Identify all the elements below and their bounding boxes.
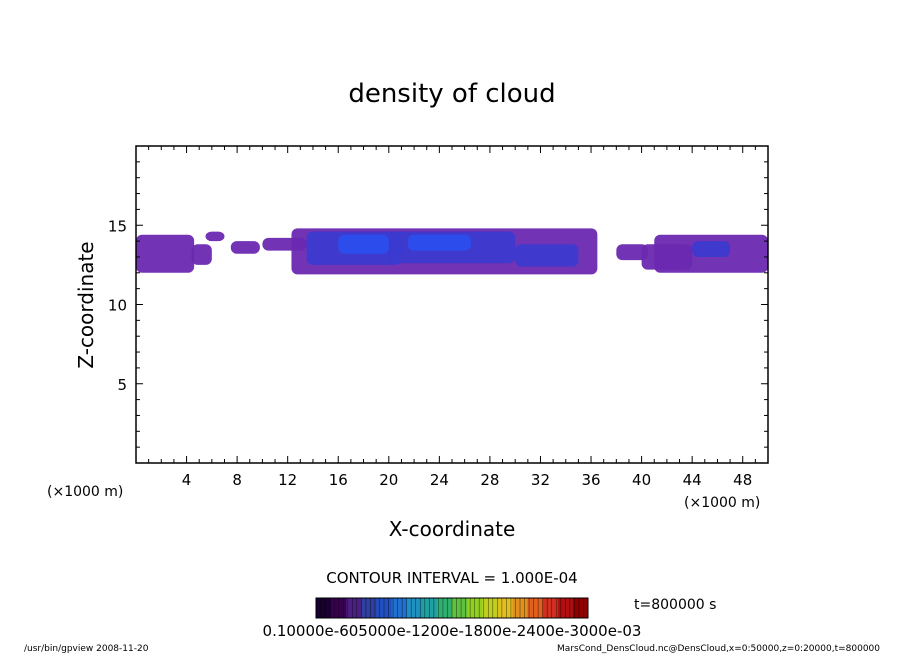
cloud-region-0 bbox=[136, 234, 195, 273]
x-tick-label: 44 bbox=[683, 471, 702, 489]
x-tick-label: 16 bbox=[329, 471, 348, 489]
x-axis-label: X-coordinate bbox=[389, 517, 516, 541]
cloud-region-14 bbox=[692, 241, 731, 257]
chart-title: density of cloud bbox=[348, 79, 555, 109]
cloud-region-10 bbox=[407, 234, 471, 251]
colorbar-labels: 0.10000e-605000e-1200e-1800e-2400e-3000e… bbox=[263, 622, 642, 640]
x-tick-label: 24 bbox=[430, 471, 449, 489]
footer-left: /usr/bin/gpview 2008-11-20 bbox=[24, 644, 149, 654]
contour-interval: CONTOUR INTERVAL = 1.000E-04 bbox=[326, 569, 577, 587]
cloud-region-1 bbox=[191, 244, 212, 265]
x-tick-label: 4 bbox=[182, 471, 192, 489]
cloud-field bbox=[136, 228, 768, 275]
x-unit-right: (×1000 m) bbox=[684, 495, 760, 511]
colorbar-swatch bbox=[391, 598, 408, 618]
x-tick-label: 20 bbox=[379, 471, 398, 489]
y-tick-label: 5 bbox=[117, 376, 127, 394]
cloud-region-11 bbox=[616, 244, 648, 261]
x-tick-label: 8 bbox=[232, 471, 242, 489]
colorbar-swatch bbox=[542, 598, 559, 618]
colorbar-swatch bbox=[436, 598, 453, 618]
cloud-region-2 bbox=[205, 231, 225, 242]
x-tick-label: 32 bbox=[531, 471, 550, 489]
colorbar-swatch bbox=[452, 598, 468, 618]
cloud-region-3 bbox=[230, 241, 260, 254]
footer-right: MarsCond_DensCloud.nc@DensCloud,x=0:5000… bbox=[557, 644, 880, 654]
time-label: t=800000 s bbox=[634, 597, 716, 613]
y-tick-label: 10 bbox=[108, 297, 127, 315]
cloud-region-8 bbox=[515, 244, 579, 267]
x-tick-label: 40 bbox=[632, 471, 651, 489]
colorbar-swatch bbox=[361, 598, 377, 618]
colorbar-swatch bbox=[346, 598, 362, 618]
y-tick-label: 15 bbox=[108, 217, 127, 235]
y-axis-label: Z-coordinate bbox=[74, 241, 98, 368]
x-unit-left: (×1000 m) bbox=[47, 484, 123, 500]
cloud-region-9 bbox=[338, 234, 389, 254]
x-tick-label: 12 bbox=[278, 471, 297, 489]
colorbar-swatch bbox=[527, 598, 544, 618]
colorbar bbox=[315, 597, 589, 619]
colorbar-swatch bbox=[316, 598, 332, 618]
colorbar-swatch bbox=[572, 598, 589, 618]
x-tick-label: 48 bbox=[733, 471, 752, 489]
x-tick-label: 28 bbox=[480, 471, 499, 489]
colorbar-swatch bbox=[497, 598, 513, 618]
colorbar-swatch bbox=[482, 598, 498, 618]
plot-frame bbox=[135, 145, 769, 464]
colorbar-swatch bbox=[406, 598, 423, 618]
x-tick-label: 36 bbox=[581, 471, 600, 489]
